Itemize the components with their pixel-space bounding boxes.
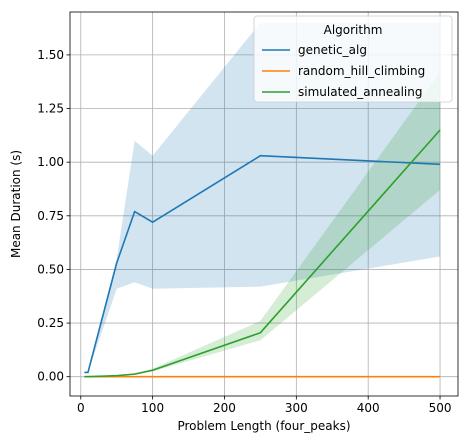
- x-tick-label: 500: [429, 401, 452, 415]
- confidence-bands: [84, 22, 441, 377]
- y-tick-label: 0.00: [37, 370, 64, 384]
- y-tick-label: 0.75: [37, 209, 64, 223]
- legend-title: Algorithm: [324, 23, 383, 37]
- genetic-alg-band: [84, 22, 441, 373]
- legend: Algorithm genetic_alg random_hill_climbin…: [253, 15, 453, 103]
- legend-label-simulated-annealing: simulated_annealing: [298, 85, 422, 99]
- legend-box: [253, 15, 453, 103]
- simulated-annealing-line: [84, 129, 441, 378]
- y-tick-label: 1.00: [37, 155, 64, 169]
- x-tick-label: 100: [141, 401, 164, 415]
- x-tick-label: 200: [213, 401, 236, 415]
- axis-ticks: 0 100 200 300 400 500 0.00 0.25 0.50 0.75 1.00 1.25…: [37, 48, 451, 415]
- x-tick-label: 300: [285, 401, 308, 415]
- legend-label-random-hill-climbing: random_hill_climbing: [298, 64, 425, 78]
- x-tick-label: 0: [77, 401, 85, 415]
- y-tick-label: 0.50: [37, 262, 64, 276]
- plot-frame: [69, 11, 459, 397]
- x-axis-label: Problem Length (four_peaks): [177, 419, 350, 433]
- legend-label-genetic-alg: genetic_alg: [298, 43, 367, 57]
- x-tick-label: 400: [357, 401, 380, 415]
- genetic-alg-line: [84, 154, 441, 374]
- legend-items: genetic_alg random_hill_climbing simulated…: [262, 43, 425, 99]
- y-tick-label: 1.50: [37, 48, 64, 62]
- y-tick-label: 1.25: [37, 102, 64, 116]
- series-lines: [84, 129, 441, 378]
- y-axis-label: Mean Duration (s): [9, 150, 23, 258]
- y-tick-label: 0.25: [37, 316, 64, 330]
- simulated-annealing-band: [84, 72, 441, 377]
